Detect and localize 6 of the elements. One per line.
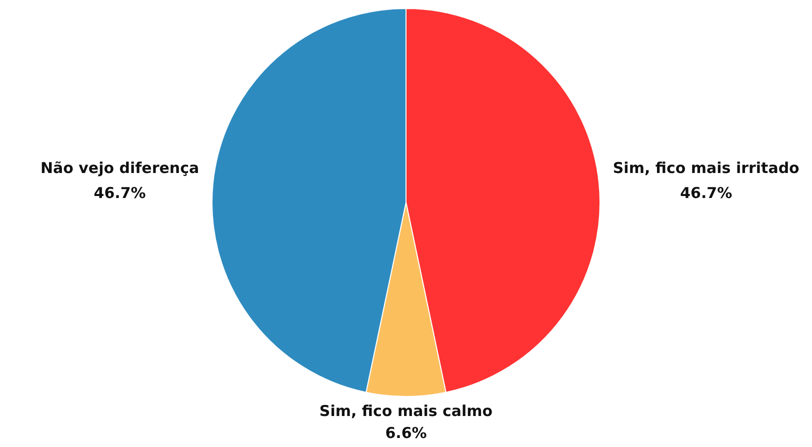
slice-label: Sim, fico mais calmo [319, 402, 493, 420]
slice-label: Não vejo diferença [40, 158, 200, 177]
data-label: 46.7% [94, 184, 146, 202]
slice-label: Sim, fico mais irritado [612, 158, 800, 177]
data-label: 6.6% [385, 424, 427, 442]
data-label: 46.7% [680, 184, 732, 202]
